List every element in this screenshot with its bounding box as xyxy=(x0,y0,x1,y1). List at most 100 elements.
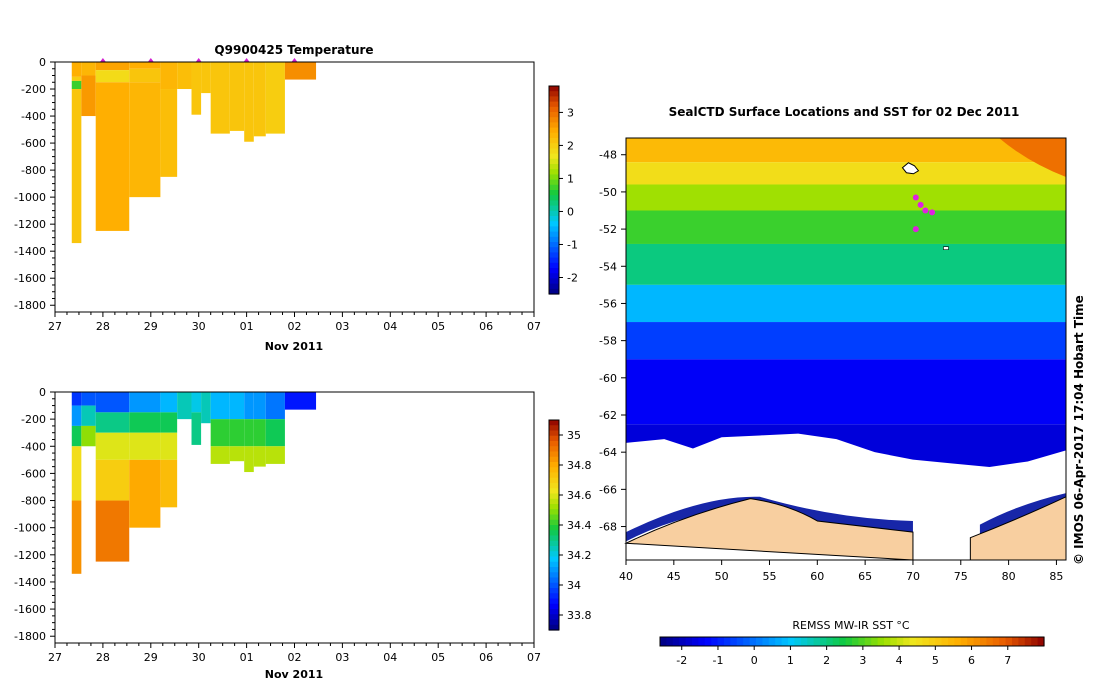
sst-colorbar-swatch xyxy=(724,637,731,646)
map-x-tick-label: 45 xyxy=(667,570,681,583)
sal-x-tick-label: 06 xyxy=(479,651,493,664)
sal-y-tick-label: -800 xyxy=(21,495,46,508)
temp-cell xyxy=(210,62,230,134)
temp-x-tick-label: 05 xyxy=(431,320,445,333)
map-y-tick-label: -62 xyxy=(599,409,617,422)
temp-y-tick-label: -1800 xyxy=(14,299,46,312)
temp-colorbar-swatch xyxy=(549,158,559,165)
temp-colorbar-tick-label: 3 xyxy=(567,106,574,119)
sal-colorbar-swatch xyxy=(549,614,559,621)
sal-colorbar-swatch xyxy=(549,540,559,547)
sst-colorbar-swatch xyxy=(679,637,687,646)
map-x-tick-label: 80 xyxy=(1002,570,1016,583)
sst-colorbar-swatch xyxy=(960,637,968,646)
temperature-plot-title: Q9900425 Temperature xyxy=(214,43,373,57)
map-y-tick-label: -66 xyxy=(599,483,617,496)
temp-cell xyxy=(265,62,285,134)
sst-colorbar-swatch xyxy=(660,637,667,646)
sal-colorbar-swatch xyxy=(549,488,559,495)
temp-cell xyxy=(129,82,161,198)
temp-profile-marker xyxy=(243,58,250,62)
sst-colorbar-tick-label: 6 xyxy=(968,654,975,667)
sst-colorbar-swatch xyxy=(704,637,712,646)
sal-cell xyxy=(244,446,254,473)
sst-colorbar-swatch xyxy=(1031,637,1039,646)
sst-colorbar-tick-label: -2 xyxy=(676,654,687,667)
sal-colorbar-tick-label: 34.4 xyxy=(567,519,592,532)
sst-colorbar-swatch xyxy=(685,637,693,646)
sal-cell xyxy=(129,392,161,413)
temp-colorbar-swatch xyxy=(549,127,559,134)
temp-colorbar-swatch xyxy=(549,210,559,217)
sal-cell xyxy=(129,432,161,460)
sal-colorbar-swatch xyxy=(549,446,559,453)
sst-colorbar-swatch xyxy=(794,637,802,646)
sal-colorbar-swatch xyxy=(549,598,559,605)
sal-cell xyxy=(71,500,82,574)
sal-colorbar-tick-label: 34.2 xyxy=(567,549,592,562)
sst-colorbar-swatch xyxy=(1012,637,1019,646)
temp-colorbar-tick-label: 1 xyxy=(567,172,574,185)
map-x-tick-label: 75 xyxy=(954,570,968,583)
sst-colorbar-tick-label: 4 xyxy=(896,654,903,667)
kerguelen-island xyxy=(901,162,920,175)
temp-colorbar-swatch xyxy=(549,247,559,253)
temp-x-tick-label: 07 xyxy=(527,320,541,333)
sst-colorbar-swatch xyxy=(762,637,770,646)
temp-colorbar-tick-label: -2 xyxy=(567,271,578,284)
sal-cell xyxy=(244,392,254,420)
sal-colorbar-tick-label: 34 xyxy=(567,579,581,592)
temp-colorbar-swatch xyxy=(549,117,559,123)
sst-colorbar-swatch xyxy=(903,637,911,646)
sal-cell xyxy=(129,412,161,433)
temp-x-tick-label: 06 xyxy=(479,320,493,333)
temp-colorbar-swatch xyxy=(549,200,559,207)
sst-colorbar-tick-label: 1 xyxy=(787,654,794,667)
temp-profile-marker xyxy=(147,58,154,62)
sst-colorbar-frame xyxy=(659,636,1045,647)
temp-colorbar-swatch xyxy=(549,205,559,212)
sal-colorbar-swatch xyxy=(549,556,559,563)
map-y-tick-label: -60 xyxy=(599,372,617,385)
sal-colorbar-swatch xyxy=(549,420,559,426)
temp-colorbar-swatch xyxy=(549,112,559,118)
sst-colorbar-swatch xyxy=(807,637,815,646)
temp-colorbar-swatch xyxy=(549,216,559,222)
sal-colorbar-swatch xyxy=(549,509,559,516)
sal-cell xyxy=(265,392,285,420)
sst-colorbar-swatch xyxy=(1005,637,1013,646)
temp-colorbar-swatch xyxy=(549,283,559,290)
temp-y-tick-label: 0 xyxy=(39,56,46,69)
sst-colorbar-swatch xyxy=(935,637,943,646)
sst-colorbar-swatch xyxy=(948,637,955,646)
sst-colorbar-swatch xyxy=(768,637,776,646)
sst-colorbar-swatch xyxy=(1018,637,1026,646)
map-y-tick-label: -48 xyxy=(599,149,617,162)
sal-cell xyxy=(210,419,230,447)
sal-x-tick-label: 01 xyxy=(240,651,254,664)
temp-cell xyxy=(71,80,82,90)
temp-cell xyxy=(95,82,130,231)
map-y-tick-label: -58 xyxy=(599,335,617,348)
sst-colorbar-swatch xyxy=(756,637,763,646)
sal-colorbar-tick-label: 33.8 xyxy=(567,609,592,622)
map-x-tick-label: 65 xyxy=(858,570,872,583)
temp-colorbar-swatch xyxy=(549,132,559,139)
sal-cell xyxy=(95,459,130,501)
temp-colorbar-tick-label: 2 xyxy=(567,139,574,152)
sal-y-tick-label: -1600 xyxy=(14,603,46,616)
sst-colorbar-tick-label: -1 xyxy=(712,654,723,667)
sal-cell xyxy=(95,500,130,562)
sal-cell xyxy=(201,392,211,424)
sal-cell xyxy=(191,412,202,445)
sst-colorbar-swatch xyxy=(941,637,949,646)
sal-y-tick-label: 0 xyxy=(39,386,46,399)
temp-colorbar-swatch xyxy=(549,164,559,170)
sal-cell xyxy=(71,425,82,447)
temp-colorbar-swatch xyxy=(549,195,559,201)
sst-colorbar-swatch xyxy=(890,637,898,646)
sal-colorbar-swatch xyxy=(549,609,559,615)
sal-colorbar-swatch xyxy=(549,593,559,600)
temp-colorbar-swatch xyxy=(549,122,559,129)
